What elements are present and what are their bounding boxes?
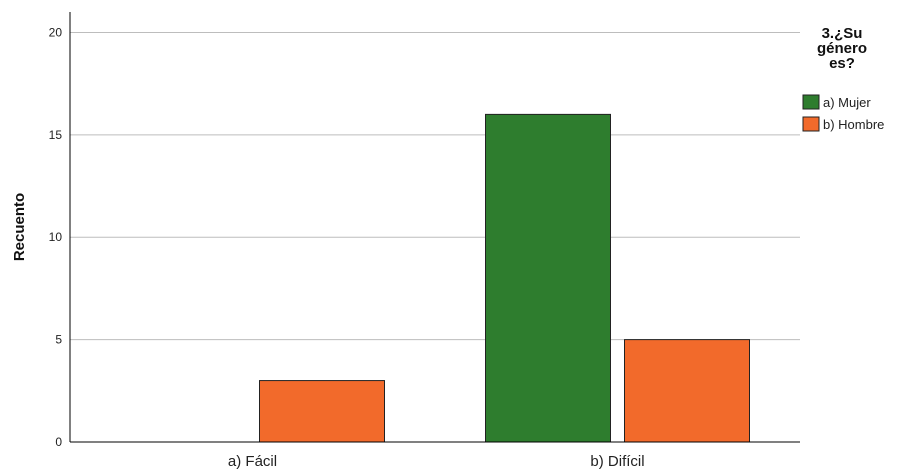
bar <box>624 339 750 443</box>
legend-label: a) Mujer <box>823 95 871 110</box>
bar <box>259 380 385 443</box>
x-tick-labels: a) Fácil b) Difícil <box>228 453 645 470</box>
bar <box>485 113 611 443</box>
x-tick-label: b) Difícil <box>590 453 644 470</box>
bars <box>259 113 750 443</box>
y-tick-label: 20 <box>49 25 63 39</box>
legend-title: 3.¿Su <box>822 25 863 42</box>
y-axis-label: Recuento <box>11 193 28 261</box>
legend-swatch <box>802 116 820 132</box>
gridlines <box>70 31 800 341</box>
y-tick-label: 10 <box>49 230 63 244</box>
legend-title: es? <box>829 55 855 72</box>
x-tick-label: a) Fácil <box>228 453 277 470</box>
y-tick-label: 15 <box>49 128 63 142</box>
y-tick-label: 5 <box>55 333 62 347</box>
y-tick-label: 0 <box>55 435 62 449</box>
axes <box>69 12 800 443</box>
legend-label: b) Hombre <box>823 117 884 132</box>
legend-swatch <box>802 94 820 110</box>
y-tick-labels: 0 5 10 15 20 <box>49 25 63 449</box>
legend-title: género <box>817 40 867 57</box>
